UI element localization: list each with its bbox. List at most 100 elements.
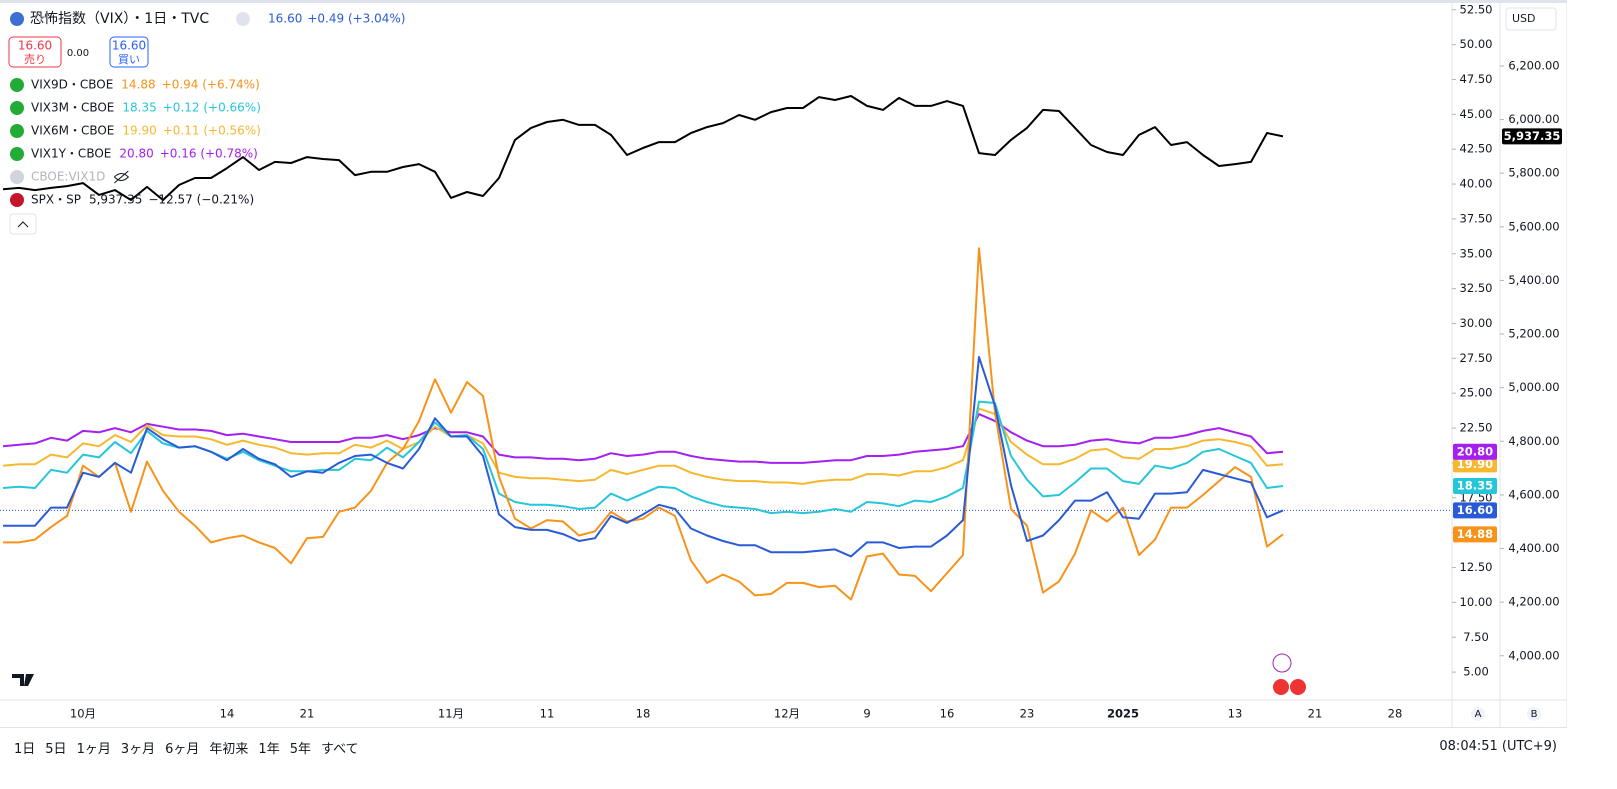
legend-change: +0.12 (+0.66%) bbox=[163, 101, 261, 115]
y-tick-label: 37.50 bbox=[1460, 211, 1493, 225]
x-tick-label: 9 bbox=[863, 707, 870, 721]
legend-change: +0.16 (+0.78%) bbox=[160, 147, 258, 161]
series-line bbox=[2, 407, 1284, 485]
axes: 5.007.5010.0012.5015.0017.5020.0022.5025… bbox=[70, 2, 1560, 720]
x-tick-label: 11月 bbox=[438, 707, 464, 721]
scale-button[interactable] bbox=[1471, 707, 1485, 721]
y2-tick-label: 4,400.00 bbox=[1508, 541, 1559, 555]
timeframe-button[interactable]: 1日 bbox=[14, 741, 36, 757]
y2-tick-label: 4,000.00 bbox=[1508, 648, 1559, 662]
y2-tick-label: 5,200.00 bbox=[1508, 327, 1559, 341]
y-tick-label: 10.00 bbox=[1460, 595, 1493, 609]
x-tick-label: 12月 bbox=[774, 707, 800, 721]
y2-tick-label: 5,800.00 bbox=[1508, 166, 1559, 180]
y-tick-label: 40.00 bbox=[1460, 177, 1493, 191]
y-tick-label: 50.00 bbox=[1460, 37, 1493, 51]
collapse-legend[interactable] bbox=[9, 213, 37, 235]
y2-tick-label: 4,800.00 bbox=[1508, 434, 1559, 448]
timeframe-button[interactable]: 5日 bbox=[45, 741, 67, 757]
event-icon bbox=[1272, 653, 1292, 673]
price-tag-label: 18.35 bbox=[1457, 478, 1493, 492]
buy-button[interactable] bbox=[109, 36, 149, 68]
y-tick-label: 22.50 bbox=[1460, 421, 1493, 435]
legend-icon bbox=[10, 124, 24, 138]
x-tick-label: 13 bbox=[1228, 707, 1243, 721]
legend-value: 5,937.35 bbox=[89, 193, 142, 207]
timeframe-button[interactable]: 年初来 bbox=[209, 741, 249, 757]
price-tag bbox=[1453, 502, 1497, 519]
x-tick-label: 18 bbox=[636, 707, 651, 721]
price-tag-label: 16.60 bbox=[1457, 503, 1493, 517]
y-tick-label: 25.00 bbox=[1460, 386, 1493, 400]
y-tick-label: 52.50 bbox=[1460, 2, 1493, 16]
price-tag-label: 19.90 bbox=[1457, 457, 1493, 471]
timeframe-button[interactable]: 5年 bbox=[289, 741, 311, 757]
price-tag-label: 14.88 bbox=[1457, 527, 1493, 541]
chart: 恐怖指数（VIX）・1日・TVC 16.60 +0.49 (+3.04%) 16… bbox=[0, 0, 1567, 727]
price-tag-label: 20.80 bbox=[1457, 444, 1493, 458]
chevron bbox=[17, 221, 29, 228]
legend-change: +0.11 (+0.56%) bbox=[163, 124, 261, 138]
legend-icon bbox=[10, 193, 24, 207]
scale-button[interactable] bbox=[1527, 707, 1541, 721]
flag-icon bbox=[10, 12, 24, 26]
top-border bbox=[0, 0, 1567, 3]
price-tag bbox=[1453, 456, 1497, 473]
last-price: 16.60 bbox=[268, 12, 302, 26]
y-tick-label: 32.50 bbox=[1460, 281, 1493, 295]
y2-tick-label: 5,000.00 bbox=[1508, 380, 1559, 394]
timeframe-button[interactable]: すべて bbox=[320, 741, 359, 757]
legend-value: 14.88 bbox=[121, 78, 155, 92]
y2-tick-label: 6,200.00 bbox=[1508, 58, 1559, 72]
legend-value: 20.80 bbox=[119, 147, 153, 161]
y-tick-label: 42.50 bbox=[1460, 142, 1493, 156]
hidden-series-icon bbox=[10, 170, 24, 184]
timeframe-button[interactable]: 1ヶ月 bbox=[76, 741, 111, 757]
series-layer bbox=[0, 95, 1452, 601]
y2-tick-label: 5,600.00 bbox=[1508, 219, 1559, 233]
chart-title: 恐怖指数（VIX）・1日・TVC bbox=[30, 10, 209, 27]
y2-tick-label: 5,400.00 bbox=[1508, 273, 1559, 287]
y-tick-label: 7.50 bbox=[1463, 630, 1489, 644]
price-tag-label: 5,937.35 bbox=[1504, 129, 1561, 143]
y-tick-label: 47.50 bbox=[1460, 72, 1493, 86]
y2-tick-label: 4,600.00 bbox=[1508, 487, 1559, 501]
scale-label: B bbox=[1531, 709, 1538, 720]
clock: 08:04:51 (UTC+9) bbox=[1439, 739, 1557, 754]
legend-icon bbox=[10, 101, 24, 115]
x-tick-label: 28 bbox=[1388, 707, 1403, 721]
y-tick-label: 35.00 bbox=[1460, 246, 1493, 260]
event-icon bbox=[1290, 679, 1306, 695]
bottom-toolbar: 1日 5日 1ヶ月 3ヶ月 6ヶ月 年初来 1年 5年 すべて 08:04:51 (UTC+9) bbox=[0, 727, 1567, 766]
series-line bbox=[2, 95, 1284, 201]
legend-name: VIX6M・CBOE bbox=[31, 124, 114, 138]
price-change: +0.49 (+3.04%) bbox=[307, 12, 405, 26]
currency-button[interactable] bbox=[1505, 7, 1557, 31]
spread: 0.00 bbox=[67, 48, 89, 59]
timeframe-button[interactable]: 6ヶ月 bbox=[165, 741, 200, 757]
legend-layer: 恐怖指数（VIX）・1日・TVC 16.60 +0.49 (+3.04%) 16… bbox=[8, 7, 1557, 721]
price-tag bbox=[1502, 128, 1562, 145]
sell-button[interactable] bbox=[8, 36, 62, 68]
hidden-series-name: CBOE:VIX1D bbox=[31, 170, 105, 184]
legend-icon bbox=[10, 78, 24, 92]
legend-icon bbox=[10, 147, 24, 161]
y2-tick-label: 6,000.00 bbox=[1508, 112, 1559, 126]
y-tick-label: 5.00 bbox=[1463, 665, 1489, 679]
legend-value: 19.90 bbox=[122, 124, 156, 138]
x-tick-label: 21 bbox=[1308, 707, 1323, 721]
timeframe-button[interactable]: 1年 bbox=[258, 741, 280, 757]
x-tick-label: 11 bbox=[540, 707, 555, 721]
x-tick-label: 2025 bbox=[1107, 707, 1139, 721]
price-tag bbox=[1453, 526, 1497, 543]
series-line bbox=[3, 356, 1284, 558]
buy-label: 買い bbox=[118, 53, 140, 66]
sell-label: 売り bbox=[24, 53, 46, 66]
legend-name: VIX3M・CBOE bbox=[31, 101, 114, 115]
x-tick-label: 10月 bbox=[70, 707, 96, 721]
sell-price: 16.60 bbox=[18, 39, 52, 53]
y-tick-label: 12.50 bbox=[1460, 560, 1493, 574]
timeframe-button[interactable]: 3ヶ月 bbox=[120, 741, 156, 757]
x-tick-label: 14 bbox=[220, 707, 235, 721]
